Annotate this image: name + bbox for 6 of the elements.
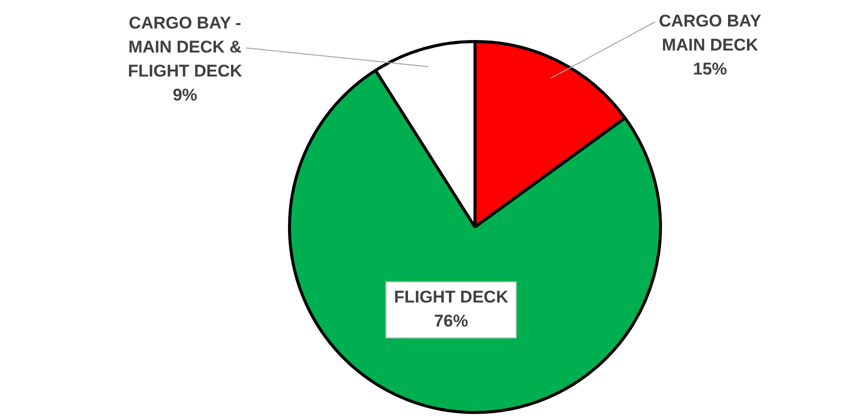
slice-label: FLIGHT DECK xyxy=(394,288,509,307)
slice-label: CARGO BAY - MAIN DECK & FLIGHT DECK xyxy=(128,14,243,81)
data-label: 15% xyxy=(692,60,728,79)
slice-label: CARGO BAY MAIN DECK xyxy=(658,12,762,55)
data-label: 9% xyxy=(172,86,198,105)
data-label: 76% xyxy=(434,312,468,331)
